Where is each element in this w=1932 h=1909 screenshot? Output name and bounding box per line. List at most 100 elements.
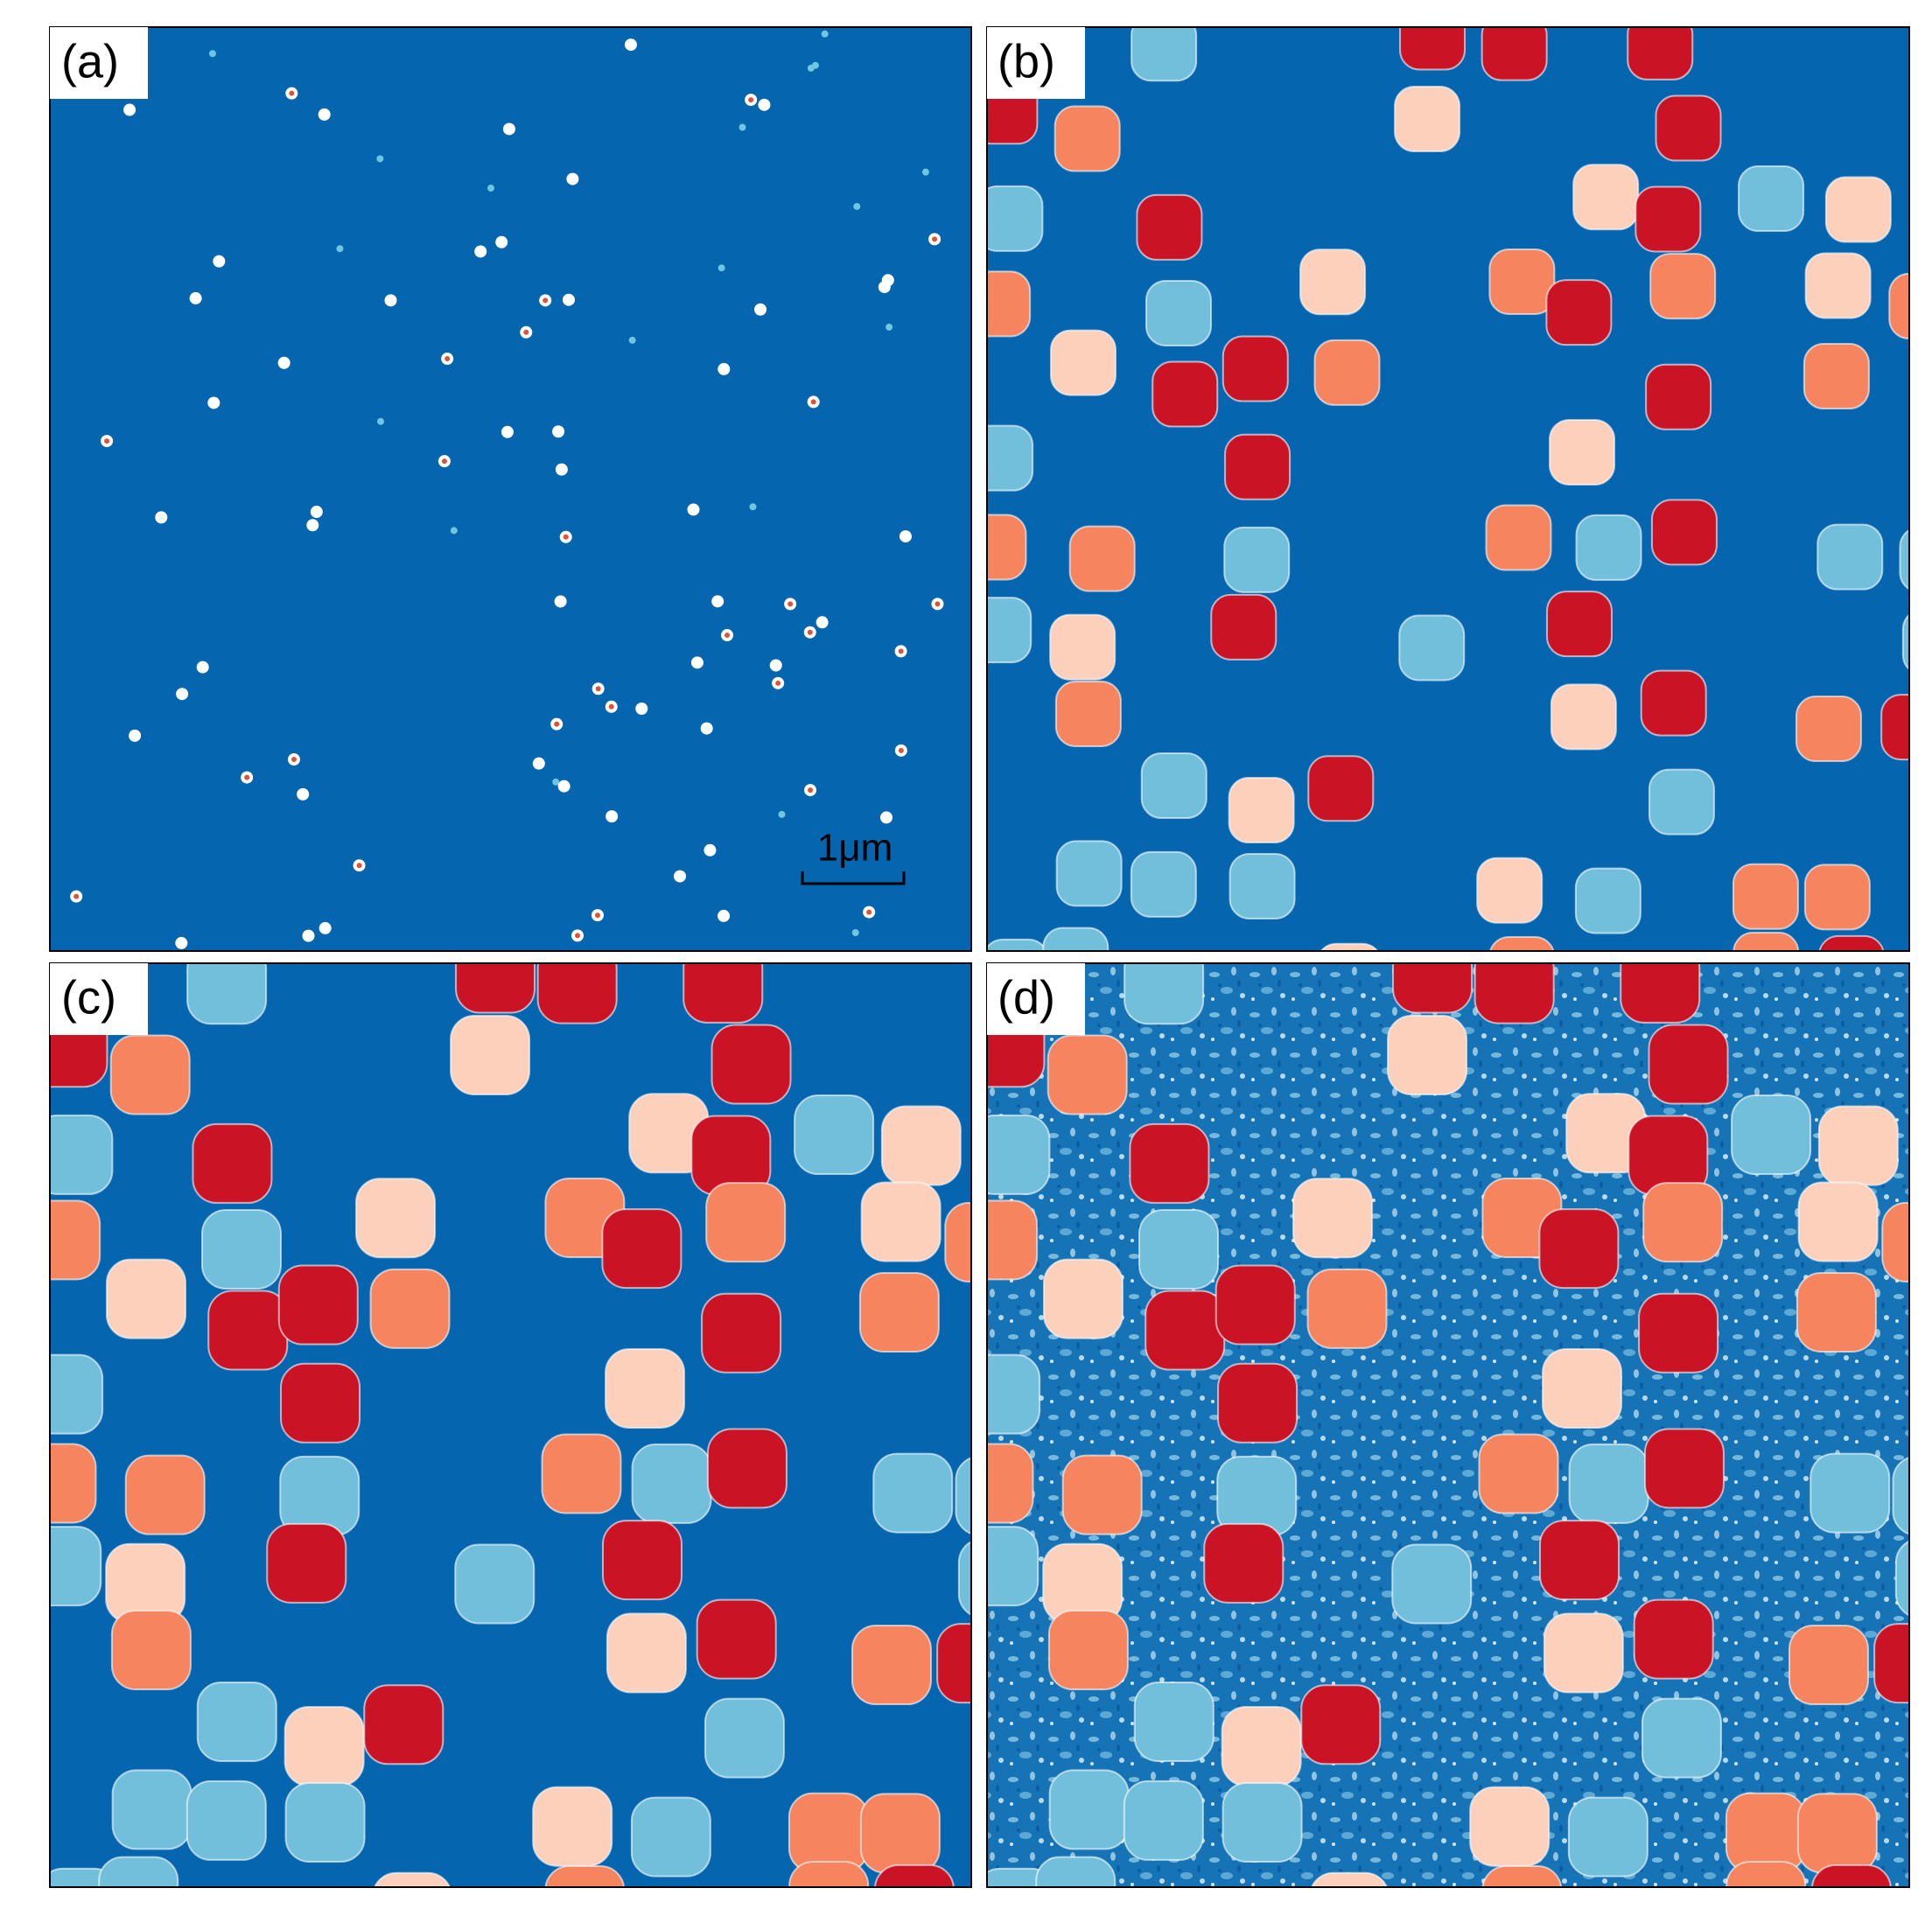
precipitate	[109, 1034, 191, 1115]
nucleus	[277, 356, 290, 369]
precipitate	[1810, 1452, 1891, 1534]
frame	[49, 962, 972, 1888]
precipitate	[1804, 252, 1872, 319]
precipitate	[1818, 934, 1885, 951]
precipitate	[196, 1681, 277, 1762]
precipitate	[1136, 193, 1203, 261]
nucleus	[690, 656, 704, 669]
nucleus	[495, 235, 508, 248]
precipitate	[704, 1697, 785, 1779]
nucleus	[758, 98, 771, 111]
precipitate	[1539, 1520, 1620, 1601]
nucleus	[921, 168, 929, 176]
nucleus-core	[748, 97, 754, 103]
precipitate	[1731, 1094, 1812, 1176]
scale-bar-line	[801, 871, 906, 885]
precipitate	[1223, 526, 1291, 593]
nucleus	[624, 38, 637, 52]
precipitate	[696, 1598, 777, 1680]
precipitate	[706, 1428, 788, 1509]
frame	[986, 26, 1910, 952]
label-box	[987, 27, 1085, 99]
nucleus	[711, 595, 724, 608]
precipitate	[1210, 593, 1278, 661]
precipitate	[1816, 523, 1884, 591]
precipitate	[944, 1201, 971, 1283]
precipitate	[284, 1706, 365, 1787]
nucleus	[749, 503, 757, 511]
precipitate	[105, 1258, 186, 1339]
nucleus	[880, 811, 893, 824]
nucleus	[557, 780, 570, 793]
precipitate	[1642, 1182, 1724, 1263]
nucleus	[700, 722, 713, 735]
nucleus	[176, 688, 189, 701]
precipitate	[788, 1792, 869, 1873]
precipitate	[1048, 1769, 1130, 1850]
precipitate	[280, 1362, 361, 1444]
precipitate	[1643, 1428, 1725, 1509]
precipitate	[1145, 279, 1213, 346]
background	[50, 27, 971, 951]
panel-d	[987, 963, 1909, 1887]
nucleus-core	[594, 913, 600, 919]
nucleus-core	[608, 703, 614, 710]
precipitate	[1795, 696, 1862, 763]
precipitate	[1055, 840, 1123, 907]
precipitate	[987, 424, 1034, 492]
nucleus	[881, 274, 894, 287]
precipitate	[1203, 1522, 1284, 1604]
nucleus-core	[542, 297, 549, 304]
precipitate	[1152, 360, 1219, 428]
precipitate	[1054, 105, 1121, 172]
nucleus	[500, 425, 514, 438]
nucleus-core	[444, 356, 451, 362]
nucleus	[155, 511, 168, 524]
precipitate	[284, 1781, 366, 1863]
nucleus-core	[898, 648, 904, 654]
precipitate	[1538, 1208, 1620, 1290]
precipitate	[1130, 27, 1198, 82]
precipitate	[630, 1796, 711, 1878]
precipitate	[1469, 1786, 1550, 1867]
precipitate	[859, 1793, 941, 1874]
precipitate	[860, 1181, 942, 1262]
precipitate	[1824, 176, 1892, 243]
precipitate	[1292, 1178, 1374, 1259]
precipitate	[987, 938, 1047, 951]
precipitate	[1888, 272, 1909, 339]
precipitate	[1313, 339, 1381, 406]
precipitate	[1228, 777, 1295, 844]
precipitate	[1046, 1034, 1128, 1115]
scale-bar: 1μm	[801, 827, 906, 885]
precipitate	[1123, 1780, 1204, 1861]
panel-b	[987, 27, 1909, 951]
precipitate	[1543, 1612, 1624, 1694]
precipitate	[1320, 942, 1379, 951]
nucleus	[302, 929, 315, 942]
precipitate	[450, 1015, 531, 1096]
precipitate	[1892, 1456, 1909, 1535]
precipitate	[1485, 504, 1552, 571]
precipitate	[1638, 1292, 1719, 1374]
nucleus	[628, 336, 636, 344]
precipitate	[110, 1609, 192, 1690]
precipitate	[1732, 863, 1799, 930]
precipitate	[788, 1861, 870, 1887]
precipitate	[1797, 1181, 1879, 1262]
nucleus-core	[290, 757, 297, 763]
precipitate	[1640, 669, 1707, 737]
precipitate	[1387, 1015, 1468, 1096]
nucleus-core	[932, 236, 938, 242]
precipitate	[1394, 86, 1461, 153]
precipitate	[1575, 514, 1642, 581]
precipitate	[1796, 1793, 1878, 1874]
precipitate	[987, 270, 1032, 338]
nucleus	[674, 870, 687, 883]
nucleus	[336, 245, 344, 253]
precipitate	[50, 1443, 97, 1524]
precipitate	[1228, 852, 1296, 920]
precipitate	[1574, 867, 1642, 934]
precipitate	[1144, 1290, 1226, 1371]
